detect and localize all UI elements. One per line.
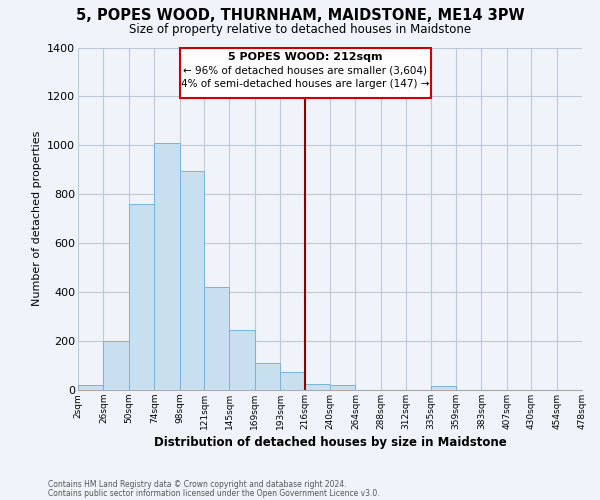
Text: Contains HM Land Registry data © Crown copyright and database right 2024.: Contains HM Land Registry data © Crown c… (48, 480, 347, 489)
X-axis label: Distribution of detached houses by size in Maidstone: Distribution of detached houses by size … (154, 436, 506, 449)
Bar (330, 385, 355, 390)
Bar (431, 386, 456, 390)
Bar (255, 363, 280, 390)
Text: Contains public sector information licensed under the Open Government Licence v3: Contains public sector information licen… (48, 488, 380, 498)
Bar (204, 287, 229, 390)
Bar (229, 330, 255, 390)
Bar (179, 171, 204, 390)
Bar (280, 372, 305, 390)
Bar (154, 143, 179, 390)
Y-axis label: Number of detached properties: Number of detached properties (32, 131, 41, 306)
Text: Size of property relative to detached houses in Maidstone: Size of property relative to detached ho… (129, 22, 471, 36)
Bar (78, 385, 103, 390)
Bar (129, 204, 154, 390)
Bar (103, 341, 129, 390)
Text: 4% of semi-detached houses are larger (147) →: 4% of semi-detached houses are larger (1… (181, 78, 430, 88)
Bar (305, 384, 330, 390)
FancyBboxPatch shape (179, 48, 431, 98)
Text: ← 96% of detached houses are smaller (3,604): ← 96% of detached houses are smaller (3,… (183, 66, 427, 76)
Text: 5 POPES WOOD: 212sqm: 5 POPES WOOD: 212sqm (228, 52, 382, 62)
Text: 5, POPES WOOD, THURNHAM, MAIDSTONE, ME14 3PW: 5, POPES WOOD, THURNHAM, MAIDSTONE, ME14… (76, 8, 524, 22)
